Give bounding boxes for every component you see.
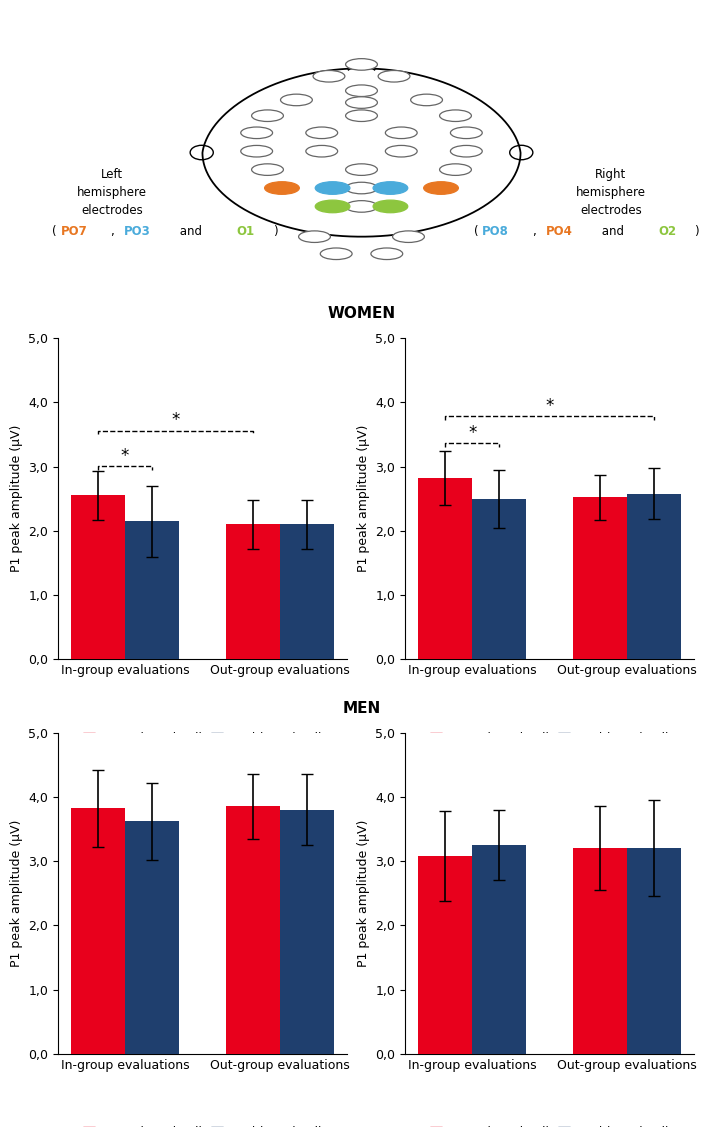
Legend: Negative stimuli, Positive stimuli: Negative stimuli, Positive stimuli <box>79 1121 326 1127</box>
Ellipse shape <box>320 248 352 259</box>
Ellipse shape <box>315 181 350 194</box>
Text: PO7: PO7 <box>61 225 87 238</box>
Ellipse shape <box>450 127 482 139</box>
Text: WOMEN: WOMEN <box>328 307 395 321</box>
Bar <box>125 822 179 1054</box>
Ellipse shape <box>346 163 377 176</box>
Text: and: and <box>176 225 206 238</box>
Ellipse shape <box>346 201 377 212</box>
Text: *: * <box>468 424 476 442</box>
Text: O1: O1 <box>236 225 254 238</box>
Text: (: ( <box>474 225 478 238</box>
Legend: Negative stimuli, Positive stimuli: Negative stimuli, Positive stimuli <box>426 1121 673 1127</box>
Ellipse shape <box>385 127 417 139</box>
Text: *: * <box>545 397 554 415</box>
Y-axis label: P1 peak amplitude (μV): P1 peak amplitude (μV) <box>356 819 369 967</box>
Text: ,: , <box>111 225 119 238</box>
Bar <box>472 498 526 659</box>
Legend: Negative stimuli, Positive stimuli: Negative stimuli, Positive stimuli <box>79 727 326 749</box>
Bar <box>573 497 627 659</box>
Ellipse shape <box>299 231 330 242</box>
Bar <box>418 478 472 659</box>
Ellipse shape <box>306 127 338 139</box>
Legend: Negative stimuli, Positive stimuli: Negative stimuli, Positive stimuli <box>426 727 673 749</box>
Ellipse shape <box>346 183 377 194</box>
Text: PO8: PO8 <box>482 225 509 238</box>
Y-axis label: P1 peak amplitude (μV): P1 peak amplitude (μV) <box>9 819 22 967</box>
Ellipse shape <box>424 181 458 194</box>
Text: *: * <box>171 411 179 429</box>
Y-axis label: P1 peak amplitude (μV): P1 peak amplitude (μV) <box>9 425 22 573</box>
Bar <box>472 845 526 1054</box>
Ellipse shape <box>373 201 408 213</box>
Ellipse shape <box>190 145 213 160</box>
Text: O2: O2 <box>658 225 676 238</box>
Text: PO4: PO4 <box>546 225 573 238</box>
Ellipse shape <box>411 95 442 106</box>
Ellipse shape <box>371 248 403 259</box>
Text: MEN: MEN <box>343 701 380 716</box>
Bar <box>280 524 334 659</box>
Bar <box>627 494 681 659</box>
Ellipse shape <box>385 145 417 157</box>
Ellipse shape <box>346 97 377 108</box>
Bar <box>418 855 472 1054</box>
Ellipse shape <box>241 145 273 157</box>
Bar <box>573 849 627 1054</box>
Bar <box>226 524 280 659</box>
Ellipse shape <box>252 163 283 176</box>
Text: Right
hemisphere
electrodes: Right hemisphere electrodes <box>576 168 646 218</box>
Ellipse shape <box>510 145 533 160</box>
Bar <box>627 849 681 1054</box>
Ellipse shape <box>440 163 471 176</box>
Y-axis label: P1 peak amplitude (μV): P1 peak amplitude (μV) <box>356 425 369 573</box>
Ellipse shape <box>346 59 377 70</box>
Text: (: ( <box>52 225 56 238</box>
Ellipse shape <box>241 127 273 139</box>
Ellipse shape <box>313 71 345 82</box>
Ellipse shape <box>346 110 377 122</box>
Ellipse shape <box>306 145 338 157</box>
Bar <box>280 809 334 1054</box>
Ellipse shape <box>346 85 377 97</box>
Ellipse shape <box>252 110 283 122</box>
Ellipse shape <box>315 201 350 213</box>
Ellipse shape <box>281 95 312 106</box>
Bar <box>71 808 125 1054</box>
Text: ): ) <box>694 225 698 238</box>
Ellipse shape <box>373 181 408 194</box>
Bar <box>226 807 280 1054</box>
Text: Left
hemisphere
electrodes: Left hemisphere electrodes <box>77 168 147 218</box>
Bar <box>71 496 125 659</box>
Ellipse shape <box>393 231 424 242</box>
Text: and: and <box>598 225 628 238</box>
Text: PO3: PO3 <box>124 225 151 238</box>
Ellipse shape <box>440 110 471 122</box>
Text: ,: , <box>533 225 540 238</box>
Ellipse shape <box>450 145 482 157</box>
Ellipse shape <box>265 181 299 194</box>
Bar <box>125 521 179 659</box>
Ellipse shape <box>378 71 410 82</box>
Text: *: * <box>121 446 129 464</box>
Text: ): ) <box>273 225 277 238</box>
